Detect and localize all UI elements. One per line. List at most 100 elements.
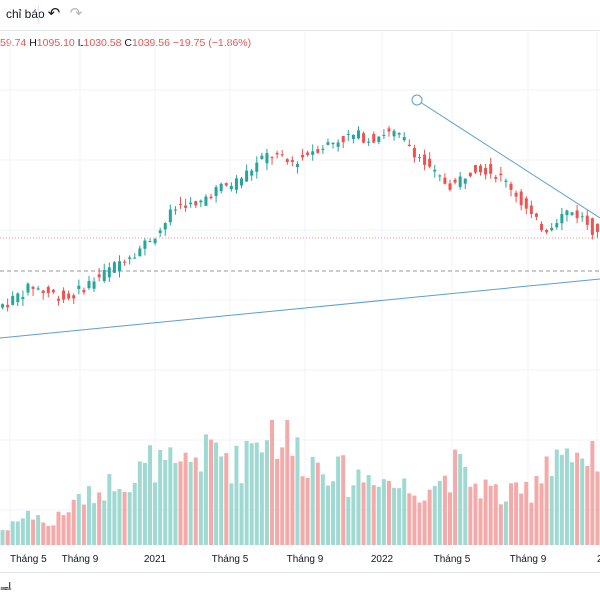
candle-body: [199, 200, 203, 203]
ohlc-close-label: C: [124, 37, 133, 49]
trendline-anchor-handle: [411, 94, 423, 106]
candle-body: [219, 183, 223, 192]
volume-bar: [407, 493, 412, 545]
candle-body: [458, 176, 462, 187]
candle-body: [72, 295, 76, 299]
trendlines: [0, 94, 600, 339]
volume-bar: [437, 480, 442, 545]
x-tick-label: Tháng 9: [62, 554, 99, 565]
volume-bar: [234, 445, 239, 545]
volume-bar: [320, 474, 325, 545]
volume-bar: [31, 519, 36, 545]
candle-body: [107, 267, 111, 278]
candle-body: [540, 223, 544, 231]
candle-body: [377, 136, 381, 142]
candle-body: [295, 163, 299, 167]
volume-bar: [315, 462, 320, 545]
volume-bar: [331, 481, 336, 545]
candle-body: [550, 227, 554, 231]
candle-body: [423, 154, 427, 165]
candle-body: [443, 177, 447, 184]
candle-body: [306, 152, 310, 155]
volume-bar: [290, 455, 295, 545]
volume-bar: [92, 503, 97, 545]
candle-body: [214, 187, 218, 197]
x-tick-label: 2022: [371, 554, 394, 565]
x-tick-label: Tháng 9: [287, 554, 324, 565]
candle-body: [504, 180, 508, 182]
ohlc-open-value: 59.74: [0, 37, 27, 49]
candle-body: [311, 151, 315, 155]
volume-bar: [463, 467, 468, 545]
candle-body: [260, 155, 264, 160]
volume-bar: [178, 461, 183, 545]
candle-body: [36, 288, 40, 290]
candle-body: [402, 137, 406, 141]
volume-bar: [10, 521, 15, 545]
volume-bar: [142, 462, 147, 545]
candle-body: [326, 142, 330, 145]
candle-body: [331, 142, 335, 145]
volume-bar: [148, 445, 152, 545]
x-tick-label: Tháng 5: [434, 554, 471, 565]
candle-body: [301, 154, 305, 158]
candle-body: [77, 285, 81, 289]
volume-bar: [554, 449, 559, 545]
volume-bar: [122, 491, 127, 545]
volume-bar: [132, 483, 137, 545]
candle-body: [102, 270, 106, 282]
volume-bar: [483, 479, 488, 545]
candlesticks: [1, 125, 599, 312]
candle-body: [555, 223, 559, 228]
candle-body: [46, 286, 50, 294]
volume-bar: [81, 504, 86, 545]
candle-body: [128, 257, 132, 259]
calendar-icon[interactable]: ᆗ: [0, 581, 12, 596]
volume-bar: [361, 482, 366, 545]
candle-body: [382, 134, 386, 136]
volume-bar: [346, 497, 351, 545]
x-tick-label: Tháng 5: [212, 554, 249, 565]
candle-body: [545, 229, 549, 233]
volume-bar: [376, 486, 381, 545]
indicators-button[interactable]: chỉ báo: [6, 7, 45, 21]
volume-bar: [198, 471, 203, 545]
candle-body: [484, 167, 488, 175]
volume-bar: [300, 476, 305, 545]
candle-body: [133, 257, 137, 259]
candle-body: [346, 133, 350, 135]
candle-body: [575, 210, 579, 219]
volume-bars: [0, 420, 600, 545]
undo-icon[interactable]: ↶: [47, 5, 61, 22]
candle-body: [280, 154, 284, 156]
volume-bar: [422, 500, 427, 545]
volume-bar: [46, 525, 51, 545]
candle-body: [173, 209, 177, 211]
resistance-trendline: [416, 99, 600, 219]
candle-body: [428, 158, 432, 167]
volume-bar: [56, 511, 61, 545]
volume-bar: [575, 452, 580, 545]
candle-body: [463, 178, 467, 184]
candle-body: [590, 218, 594, 235]
volume-bar: [259, 452, 264, 545]
volume-bar: [264, 440, 269, 545]
candle-body: [255, 162, 259, 172]
candle-body: [138, 248, 142, 257]
price-chart[interactable]: Tháng 5 Tháng 9 2021 Tháng 5 Tháng 9 2022 Thán…: [0, 30, 600, 572]
candle-body: [494, 177, 498, 179]
volume-bar: [280, 447, 285, 545]
candle-body: [270, 157, 274, 159]
redo-icon[interactable]: ↷: [69, 5, 83, 22]
volume-bar: [381, 479, 386, 545]
candle-body: [31, 286, 35, 289]
volume-bar: [503, 501, 508, 545]
x-tick-label: 2021: [144, 554, 167, 565]
candle-body: [204, 196, 208, 206]
volume-bar: [15, 521, 20, 545]
volume-bar: [498, 504, 503, 545]
candle-body: [560, 213, 564, 224]
volume-bar: [168, 447, 173, 545]
volume-bar: [509, 483, 514, 545]
candle-body: [407, 144, 411, 147]
